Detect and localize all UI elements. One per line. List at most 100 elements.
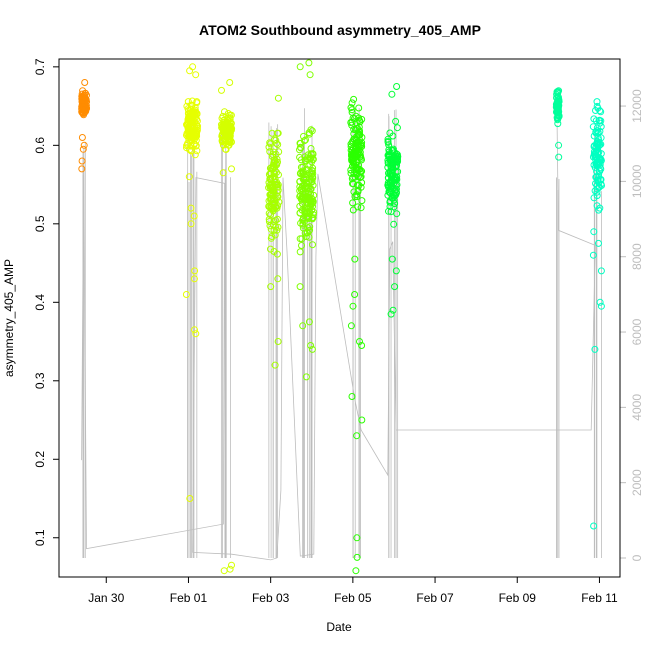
data-point	[191, 109, 199, 117]
data-point	[271, 231, 279, 239]
data-point	[80, 92, 88, 100]
y-tick-label: 0.7	[33, 58, 47, 75]
x-tick-label: Feb 09	[499, 591, 537, 605]
data-point	[389, 132, 397, 140]
x-tick-label: Feb 01	[170, 591, 208, 605]
data-point	[351, 193, 359, 201]
data-point	[384, 137, 392, 145]
data-point	[271, 157, 279, 165]
data-point	[392, 176, 400, 184]
data-point	[80, 103, 88, 111]
data-point	[306, 155, 314, 162]
data-point	[349, 199, 357, 207]
data-point	[596, 159, 604, 167]
data-point-outlier	[274, 275, 282, 283]
data-point	[302, 173, 310, 181]
data-point	[223, 140, 231, 148]
data-point	[350, 135, 358, 143]
y-tick-label: 0.2	[33, 451, 47, 468]
data-point	[593, 185, 601, 193]
x-tick-label: Feb 07	[416, 591, 454, 605]
data-point	[554, 100, 562, 108]
data-point-outlier	[219, 169, 227, 177]
data-point	[267, 181, 275, 189]
data-point	[226, 128, 234, 136]
data-point-outlier	[78, 157, 86, 165]
x-tick-label: Feb 05	[334, 591, 372, 605]
data-point	[307, 126, 315, 134]
y2-tick-label: 0	[630, 554, 644, 561]
data-point	[348, 108, 356, 116]
data-point	[299, 216, 307, 224]
data-point-outlier	[79, 145, 87, 153]
data-point	[358, 143, 366, 151]
data-point	[183, 102, 191, 110]
data-point-outlier	[187, 204, 195, 212]
data-point-outlier	[302, 373, 310, 381]
data-point	[594, 150, 602, 157]
y2-tick-label: 8000	[630, 243, 644, 270]
data-point	[353, 164, 361, 172]
data-point	[79, 96, 87, 104]
data-point	[301, 156, 309, 164]
data-point	[309, 155, 317, 163]
plot-frame	[58, 58, 621, 578]
data-point	[265, 143, 273, 151]
data-point	[348, 106, 356, 114]
data-point-outlier	[296, 283, 304, 291]
data-point	[304, 224, 312, 232]
data-point-outlier	[190, 212, 198, 220]
data-point	[296, 235, 304, 243]
data-point	[267, 245, 274, 253]
data-point	[193, 132, 201, 140]
data-point	[275, 148, 283, 156]
data-point	[275, 198, 283, 206]
y2-tick-label: 2000	[630, 469, 644, 496]
data-point	[350, 180, 357, 188]
data-point	[298, 200, 306, 207]
axes-layer: Jan 30 Feb 01 Feb 03 Feb 05 Feb 07 Feb 09 Feb …	[33, 58, 644, 605]
data-point	[393, 210, 401, 218]
data-point	[306, 130, 313, 138]
data-point	[269, 221, 277, 229]
data-point	[589, 123, 597, 131]
data-point	[594, 104, 602, 112]
data-point	[384, 181, 392, 189]
data-point-outlier	[80, 141, 88, 149]
data-point	[186, 146, 194, 154]
data-point-outlier	[192, 330, 200, 338]
data-point-outlier	[555, 153, 563, 161]
data-point	[274, 141, 282, 148]
data-point	[184, 115, 192, 122]
data-point	[302, 136, 309, 144]
data-point	[596, 167, 604, 175]
data-point	[296, 183, 304, 191]
data-point	[187, 114, 195, 122]
data-point	[222, 119, 230, 127]
data-point	[354, 139, 361, 147]
data-point	[307, 200, 315, 208]
data-point	[354, 186, 362, 194]
data-point	[266, 140, 274, 148]
data-point	[190, 130, 198, 138]
data-point	[189, 116, 197, 123]
data-point	[592, 129, 600, 137]
data-point	[300, 176, 308, 183]
data-point-outlier	[392, 267, 400, 275]
data-point	[188, 97, 196, 105]
data-point	[358, 115, 366, 123]
data-point	[589, 153, 597, 161]
data-point-outlier	[351, 255, 359, 263]
data-point-outlier	[190, 275, 198, 283]
data-point	[348, 118, 356, 126]
data-point	[191, 151, 199, 159]
data-point	[299, 224, 307, 232]
data-point-outlier	[81, 79, 89, 86]
data-point-outlier	[274, 338, 282, 345]
data-point	[353, 181, 361, 189]
data-point	[300, 132, 307, 140]
data-point-outlier	[393, 83, 401, 90]
data-point	[590, 194, 598, 202]
data-point-outlier	[226, 79, 234, 86]
